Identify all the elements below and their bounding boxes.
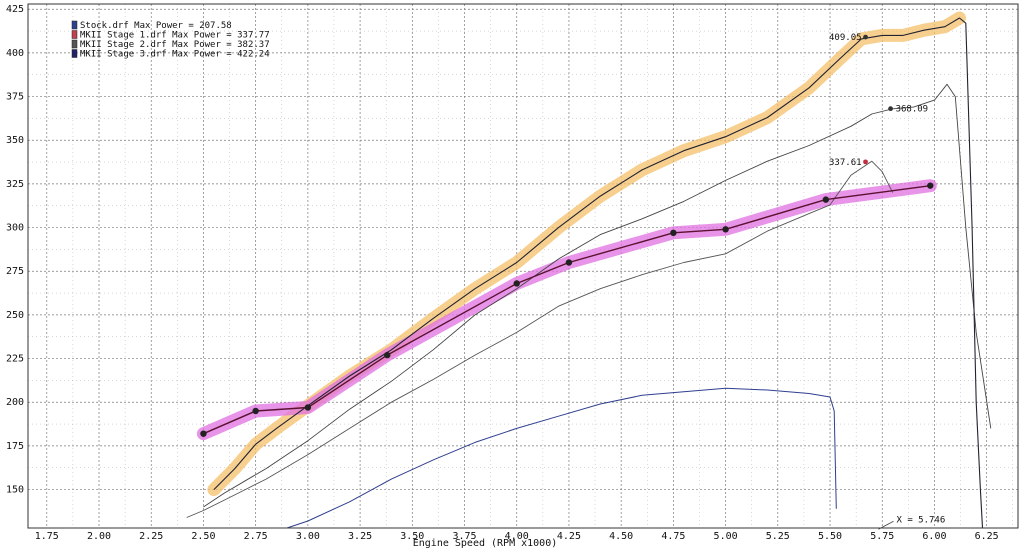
x-tick-label: 2.75 (244, 531, 268, 542)
y-tick-label: 225 (6, 354, 24, 365)
x-tick-label: 4.75 (661, 531, 685, 542)
x-tick-label: 3.00 (296, 531, 320, 542)
data-point (252, 407, 259, 415)
annotation-marker (863, 34, 868, 40)
x-tick-label: 4.25 (557, 531, 581, 542)
annotation-label: X = 5.746 (897, 515, 946, 525)
annotations: 409.05 368.09 337.61 X = 5.746 (829, 33, 946, 530)
annotation-label: 409.05 (829, 33, 862, 43)
annotation-leader (878, 520, 894, 530)
series-line-4 (203, 185, 931, 435)
y-tick-label: 150 (6, 485, 24, 496)
x-tick-label: 3.25 (348, 531, 372, 542)
x-tick-label: 3.50 (400, 531, 424, 542)
x-tick-label: 3.75 (452, 531, 476, 542)
data-point (670, 229, 677, 237)
axes: 1.75 2.00 2.25 2.50 2.75 3.00 3.25 3.50 3.75 4.00… (6, 3, 1019, 542)
y-tick-label: 375 (6, 92, 24, 103)
annotation-label: 337.61 (829, 158, 862, 168)
data-markers (200, 182, 934, 437)
data-point (304, 404, 312, 411)
legend-swatch (71, 49, 78, 58)
x-axis-title: Engine Speed (RPM x1000) (413, 538, 558, 549)
data-point (384, 351, 391, 359)
data-point (565, 259, 573, 266)
x-tick-label: 5.75 (870, 531, 894, 542)
x-tick-label: 2.50 (191, 531, 215, 542)
x-tick-label: 2.25 (139, 531, 163, 542)
legend-entry: MKII Stage 1.drf Max Power = 337.77 (80, 31, 270, 41)
series-line-1 (186, 160, 894, 518)
y-tick-label: 200 (6, 397, 24, 408)
x-tick-label: 5.50 (818, 531, 842, 542)
y-tick-label: 350 (6, 135, 24, 146)
y-tick-label: 325 (6, 179, 24, 190)
x-tick-label: 4.00 (505, 531, 529, 542)
data-point (513, 280, 520, 287)
data-point (722, 226, 729, 233)
x-tick-label: 6.00 (922, 531, 946, 542)
legend-entry: MKII Stage 2.drf Max Power = 382.37 (80, 40, 270, 50)
x-tick-label: 5.25 (766, 531, 790, 542)
annotation-marker (888, 106, 893, 112)
y-tick-label: 275 (6, 266, 24, 277)
legend-swatch (71, 20, 78, 30)
y-tick-label: 250 (6, 310, 24, 321)
data-point (200, 430, 207, 437)
plot-frame (27, 3, 1019, 529)
legend-entry: Stock.drf Max Power = 207.58 (80, 21, 232, 31)
legend-swatch (71, 30, 78, 39)
y-tick-label: 425 (6, 4, 24, 15)
x-tick-label: 5.00 (714, 531, 738, 542)
x-tick-label: 1.75 (35, 531, 59, 542)
series-line-3 (213, 17, 984, 529)
y-tick-label: 300 (6, 223, 24, 234)
y-tick-label: 400 (6, 48, 24, 59)
y-tick-label: 175 (6, 441, 24, 452)
annotation-marker (863, 159, 868, 165)
series-layer (186, 17, 992, 529)
series-line-0 (286, 387, 837, 529)
legend-swatch (71, 39, 78, 49)
grid (28, 4, 1018, 528)
data-point (822, 196, 830, 203)
annotation-label: 368.09 (896, 105, 929, 115)
series-line-2 (203, 83, 992, 508)
x-tick-label: 6.25 (975, 531, 999, 542)
x-tick-label: 4.50 (609, 531, 633, 542)
data-point (927, 182, 934, 189)
x-tick-label: 2.00 (87, 531, 111, 542)
legend-entry: MKII Stage 3.drf Max Power = 422.24 (80, 50, 270, 60)
